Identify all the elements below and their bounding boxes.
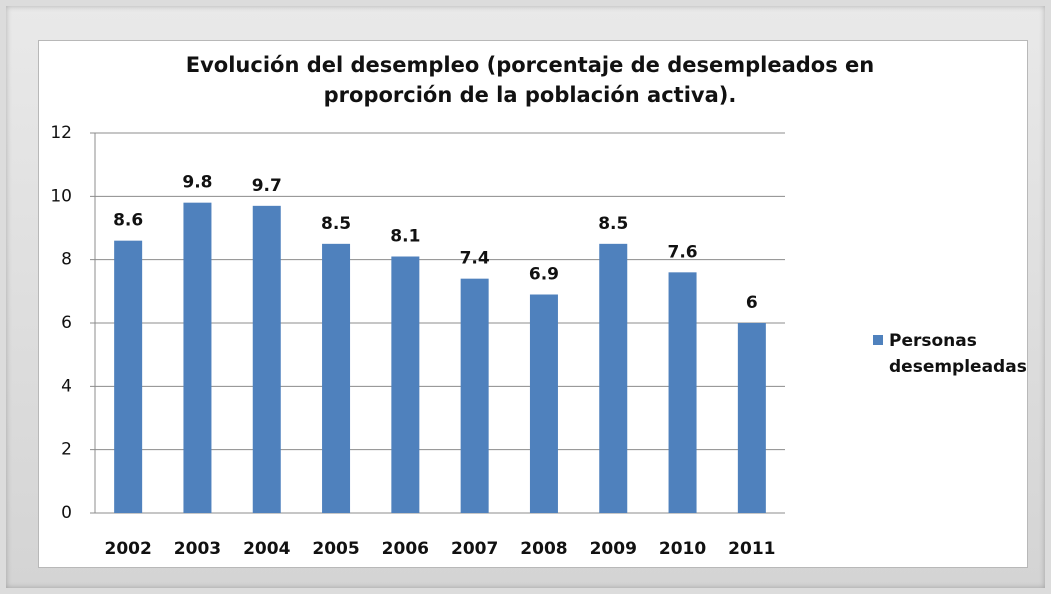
y-tick-label: 4 [61, 376, 72, 396]
data-label: 6 [746, 293, 758, 313]
data-label: 8.1 [390, 227, 420, 247]
data-label: 8.5 [321, 214, 351, 234]
data-label: 6.9 [529, 265, 559, 285]
bar [114, 240, 143, 513]
bar [460, 278, 489, 513]
y-tick-label: 12 [50, 123, 72, 143]
y-tick-label: 0 [61, 503, 72, 523]
x-tick-label: 2005 [312, 539, 359, 559]
x-tick-label: 2009 [590, 539, 637, 559]
bar [252, 205, 281, 514]
y-tick-label: 10 [50, 186, 72, 206]
legend-label: Personas desempleadas [889, 331, 1027, 377]
bar [183, 202, 212, 513]
x-tick-label: 2010 [659, 539, 706, 559]
data-label: 8.6 [113, 211, 143, 231]
x-tick-label: 2004 [243, 539, 290, 559]
data-label: 7.6 [667, 242, 697, 262]
data-label: 7.4 [460, 249, 490, 269]
x-tick-label: 2008 [520, 539, 567, 559]
x-tick-label: 2006 [382, 539, 429, 559]
bar [599, 243, 628, 514]
bar [737, 323, 766, 513]
y-tick-label: 2 [61, 440, 72, 460]
x-tick-label: 2002 [104, 539, 151, 559]
y-tick-label: 8 [61, 250, 72, 270]
y-tick-label: 6 [61, 313, 72, 333]
bar [668, 272, 697, 513]
legend-marker [873, 335, 883, 345]
chart-title: Evolución del desempleo (porcentaje de d… [185, 53, 875, 107]
bar [529, 294, 558, 513]
data-label: 8.5 [598, 214, 628, 234]
x-tick-label: 2003 [174, 539, 221, 559]
x-tick-label: 2011 [728, 539, 775, 559]
bar [322, 243, 351, 514]
data-label: 9.7 [252, 176, 282, 196]
data-label: 9.8 [182, 173, 212, 193]
x-tick-label: 2007 [451, 539, 498, 559]
bar [391, 256, 420, 513]
